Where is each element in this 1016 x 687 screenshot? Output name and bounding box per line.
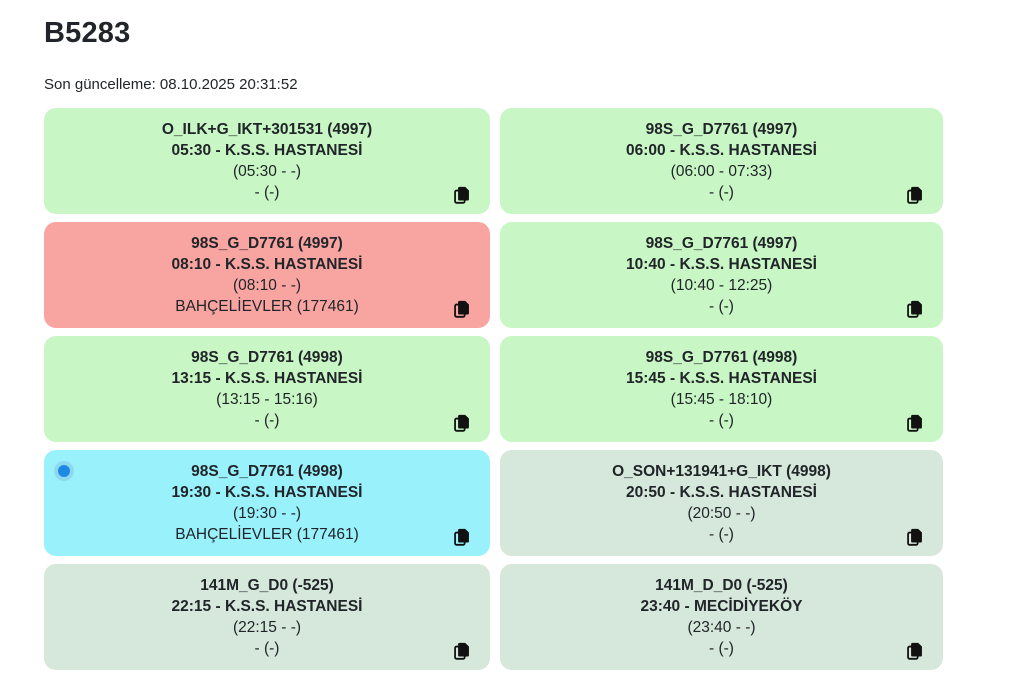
trip-route-code: 98S_G_D7761 (4997) bbox=[191, 235, 343, 252]
trip-card[interactable]: 141M_G_D0 (-525) 22:15 - K.S.S. HASTANES… bbox=[44, 564, 490, 670]
copy-icon[interactable] bbox=[907, 414, 923, 432]
trip-note: - (-) bbox=[709, 412, 734, 429]
trip-time-destination: 19:30 - K.S.S. HASTANESİ bbox=[171, 484, 363, 501]
trip-time-range: (15:45 - 18:10) bbox=[670, 391, 773, 408]
page: B5283 Son güncelleme: 08.10.2025 20:31:5… bbox=[44, 17, 1016, 670]
page-title: B5283 bbox=[44, 17, 131, 49]
trip-note: - (-) bbox=[709, 184, 734, 201]
trip-time-destination: 05:30 - K.S.S. HASTANESİ bbox=[171, 142, 363, 159]
copy-icon[interactable] bbox=[907, 642, 923, 660]
trip-route-code: 98S_G_D7761 (4998) bbox=[191, 463, 343, 480]
trip-time-range: (13:15 - 15:16) bbox=[216, 391, 318, 408]
trip-time-range: (22:15 - -) bbox=[232, 619, 302, 636]
trip-time-range: (05:30 - -) bbox=[232, 163, 302, 180]
copy-icon[interactable] bbox=[907, 528, 923, 546]
last-update-text: Son güncelleme: 08.10.2025 20:31:52 bbox=[44, 76, 298, 93]
trip-note: BAHÇELİEVLER (177461) bbox=[175, 526, 359, 543]
trip-card[interactable]: O_SON+131941+G_IKT (4998) 20:50 - K.S.S.… bbox=[500, 450, 943, 556]
trip-route-code: 141M_G_D0 (-525) bbox=[200, 577, 334, 594]
copy-icon[interactable] bbox=[907, 300, 923, 318]
trip-time-destination: 13:15 - K.S.S. HASTANESİ bbox=[171, 370, 363, 387]
trip-time-range: (06:00 - 07:33) bbox=[670, 163, 773, 180]
trip-note: - (-) bbox=[709, 298, 734, 315]
trip-route-code: O_SON+131941+G_IKT (4998) bbox=[612, 463, 831, 480]
trip-time-destination: 10:40 - K.S.S. HASTANESİ bbox=[626, 256, 817, 273]
trip-route-code: 98S_G_D7761 (4998) bbox=[645, 349, 798, 366]
copy-icon[interactable] bbox=[454, 300, 470, 318]
trip-time-range: (10:40 - 12:25) bbox=[670, 277, 773, 294]
trip-time-range: (20:50 - -) bbox=[687, 505, 756, 522]
trip-route-code: O_ILK+G_IKT+301531 (4997) bbox=[161, 121, 373, 138]
copy-icon[interactable] bbox=[907, 186, 923, 204]
copy-icon[interactable] bbox=[454, 414, 470, 432]
trip-time-destination: 08:10 - K.S.S. HASTANESİ bbox=[171, 256, 363, 273]
trip-route-code: 98S_G_D7761 (4998) bbox=[191, 349, 343, 366]
trip-card[interactable]: 98S_G_D7761 (4998) 13:15 - K.S.S. HASTAN… bbox=[44, 336, 490, 442]
trip-note: - (-) bbox=[254, 184, 280, 201]
trip-card[interactable]: 98S_G_D7761 (4998) 15:45 - K.S.S. HASTAN… bbox=[500, 336, 943, 442]
trip-card[interactable]: 141M_D_D0 (-525) 23:40 - MECİDİYEKÖY (23… bbox=[500, 564, 943, 670]
trip-note: - (-) bbox=[254, 640, 280, 657]
trip-route-code: 98S_G_D7761 (4997) bbox=[645, 235, 798, 252]
copy-icon[interactable] bbox=[454, 186, 470, 204]
copy-icon[interactable] bbox=[454, 642, 470, 660]
copy-icon[interactable] bbox=[454, 528, 470, 546]
trip-time-destination: 22:15 - K.S.S. HASTANESİ bbox=[171, 598, 363, 615]
trip-time-destination: 23:40 - MECİDİYEKÖY bbox=[640, 598, 803, 615]
trip-time-destination: 15:45 - K.S.S. HASTANESİ bbox=[626, 370, 817, 387]
selected-indicator-dot bbox=[54, 461, 74, 481]
trip-time-destination: 20:50 - K.S.S. HASTANESİ bbox=[626, 484, 817, 501]
trip-card[interactable]: 98S_G_D7761 (4997) 08:10 - K.S.S. HASTAN… bbox=[44, 222, 490, 328]
trip-time-range: (19:30 - -) bbox=[232, 505, 302, 522]
trip-time-range: (08:10 - -) bbox=[232, 277, 302, 294]
trip-note: - (-) bbox=[709, 640, 734, 657]
trip-card[interactable]: 98S_G_D7761 (4997) 06:00 - K.S.S. HASTAN… bbox=[500, 108, 943, 214]
trip-note: - (-) bbox=[254, 412, 280, 429]
trip-card[interactable]: O_ILK+G_IKT+301531 (4997) 05:30 - K.S.S.… bbox=[44, 108, 490, 214]
trip-route-code: 98S_G_D7761 (4997) bbox=[645, 121, 798, 138]
trip-card[interactable]: 98S_G_D7761 (4997) 10:40 - K.S.S. HASTAN… bbox=[500, 222, 943, 328]
trip-route-code: 141M_D_D0 (-525) bbox=[655, 577, 788, 594]
trip-time-destination: 06:00 - K.S.S. HASTANESİ bbox=[626, 142, 817, 159]
trip-card-selected[interactable]: 98S_G_D7761 (4998) 19:30 - K.S.S. HASTAN… bbox=[44, 450, 490, 556]
trip-note: - (-) bbox=[709, 526, 734, 543]
trip-time-range: (23:40 - -) bbox=[687, 619, 756, 636]
trip-note: BAHÇELİEVLER (177461) bbox=[175, 298, 359, 315]
trip-card-grid: O_ILK+G_IKT+301531 (4997) 05:30 - K.S.S.… bbox=[44, 108, 1016, 670]
